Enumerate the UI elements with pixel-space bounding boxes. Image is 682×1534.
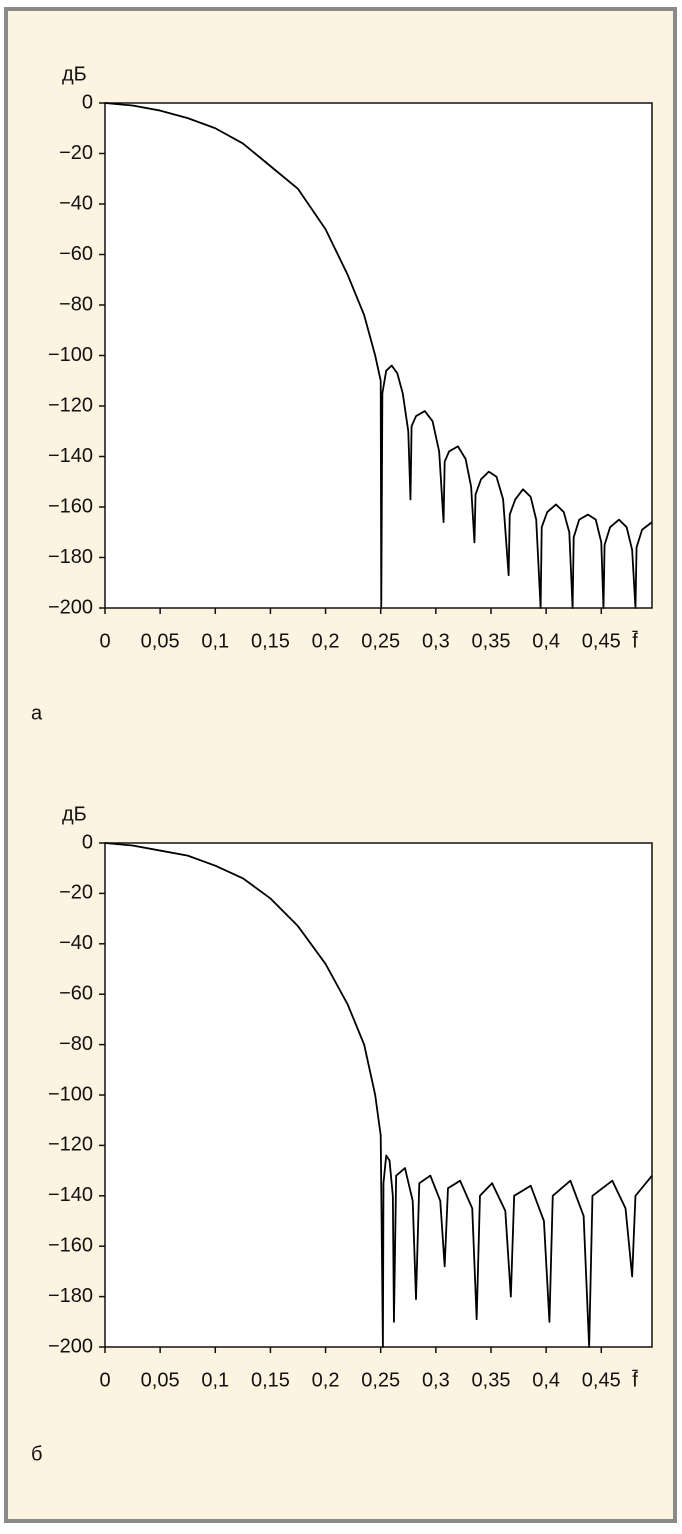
x-tick-label: 0,15 [251,1369,290,1391]
y-tick-label: −40 [59,192,93,214]
y-tick-label: −200 [48,596,93,618]
x-tick-label: 0,35 [472,1369,511,1391]
y-tick-label: −200 [48,1335,93,1357]
y-tick-label: −160 [48,495,93,517]
y-tick-label: −20 [59,142,93,164]
response-line [104,102,653,609]
x-tick-label: 0 [99,1369,110,1391]
x-tick-label: 0,2 [312,630,340,652]
x-tick-label: 0,35 [472,630,511,652]
y-tick-label: −60 [59,243,93,265]
y-tick-label: 0 [82,831,93,853]
x-axis-label: f̄ [632,1368,638,1391]
x-axis-label: f̄ [632,629,638,652]
y-tick-label: −100 [48,1083,93,1105]
y-tick-label: −120 [48,1134,93,1156]
x-tick-label: 0,15 [251,630,290,652]
x-tick-label: 0,3 [422,1369,450,1391]
plot-area [104,102,653,609]
y-tick-label: −40 [59,932,93,954]
x-tick-label: 0,25 [361,630,400,652]
x-tick-label: 0,3 [422,630,450,652]
x-tick-label: 0,2 [312,1369,340,1391]
x-tick-label: 0 [99,630,110,652]
y-axis-label: дБ [62,803,87,825]
y-axis-label: дБ [62,63,87,85]
plot-area [104,842,653,1348]
x-tick-label: 0,4 [532,1369,560,1391]
y-tick-label: −80 [59,293,93,315]
y-tick-label: −160 [48,1234,93,1256]
x-tick-label: 0,1 [201,630,229,652]
y-tick-label: −180 [48,546,93,568]
x-tick-label: 0,45 [582,1369,621,1391]
x-tick-label: 0,4 [532,630,560,652]
y-tick-label: −100 [48,344,93,366]
y-tick-label: −120 [48,394,93,416]
y-tick-label: −140 [48,1184,93,1206]
response-line [104,842,653,1348]
x-tick-label: 0,25 [361,1369,400,1391]
y-tick-label: −180 [48,1285,93,1307]
y-tick-label: −140 [48,445,93,467]
y-tick-label: 0 [82,91,93,113]
x-tick-label: 0,05 [141,630,180,652]
y-tick-label: −20 [59,882,93,904]
y-tick-label: −80 [59,1033,93,1055]
x-tick-label: 0,05 [141,1369,180,1391]
y-tick-label: −60 [59,982,93,1004]
caption: а [31,702,43,724]
caption: б [31,1443,42,1465]
x-tick-label: 0,45 [582,630,621,652]
x-tick-label: 0,1 [201,1369,229,1391]
